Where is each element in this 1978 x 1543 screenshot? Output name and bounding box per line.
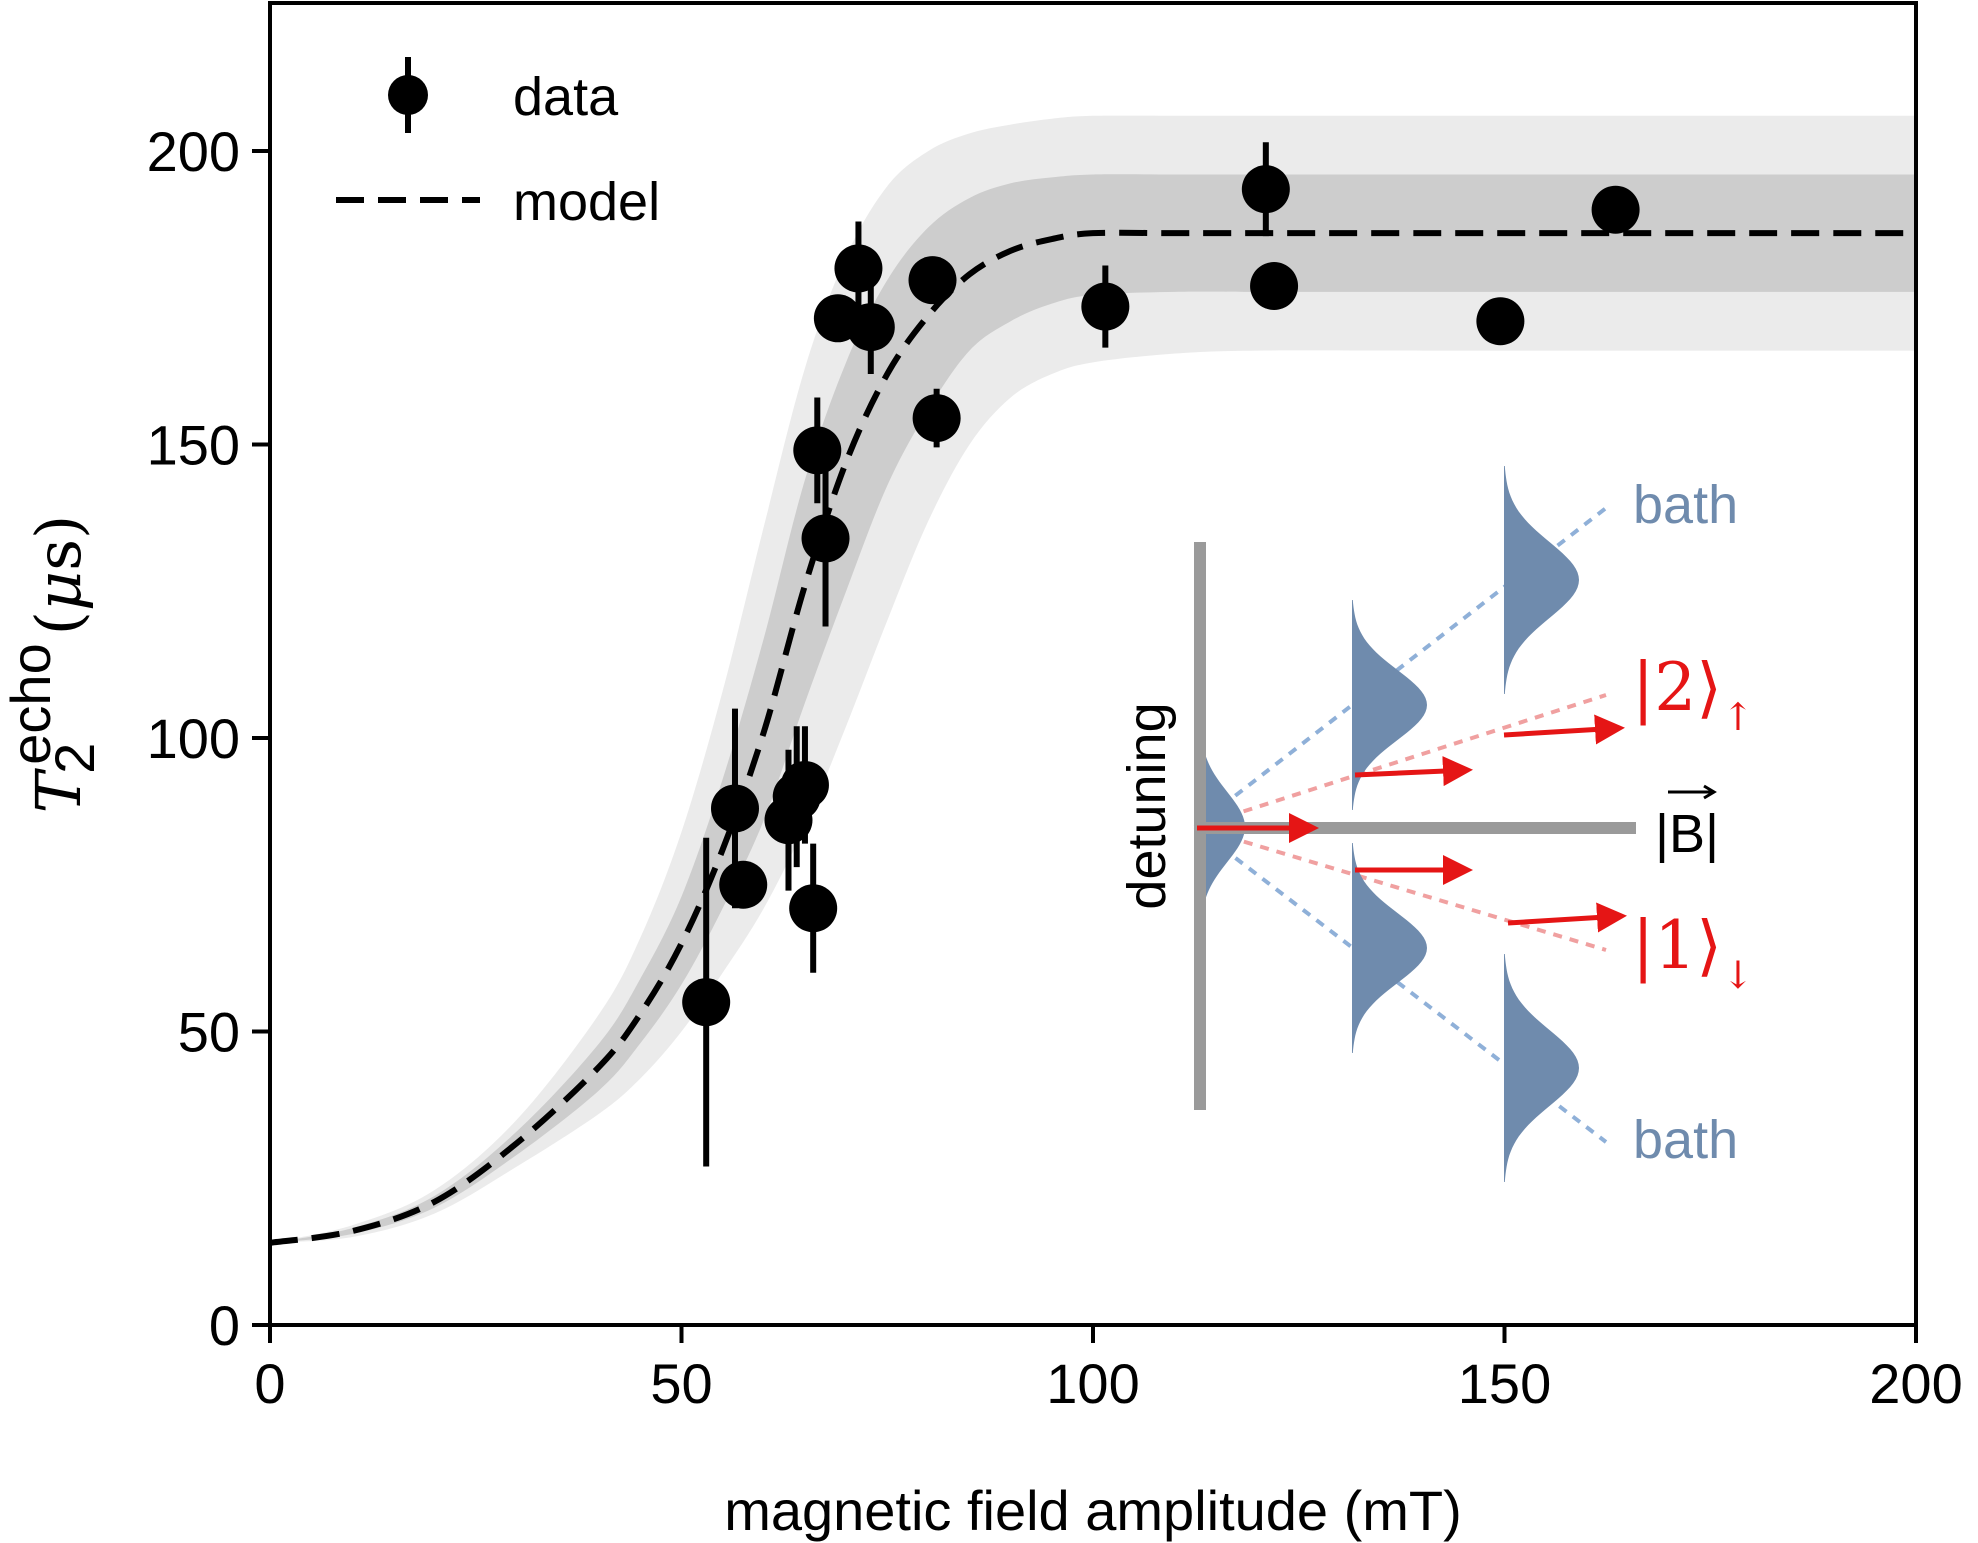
field-vector-arrowhead <box>1703 784 1717 800</box>
band-inner <box>270 174 1916 1243</box>
x-axis-title: magnetic field amplitude (mT) <box>724 1479 1462 1542</box>
y-axis-symbol: T <box>22 767 95 813</box>
data-point <box>682 978 731 1027</box>
bath-label-upper: bath <box>1633 475 1738 535</box>
data-point <box>834 244 883 293</box>
data-point <box>1591 185 1640 234</box>
legend-model-label: model <box>513 172 660 232</box>
state-line-up <box>1194 693 1607 829</box>
y-axis-subscript: 2 <box>43 743 106 774</box>
y-tick-label: 100 <box>147 707 240 770</box>
y-tick-label: 0 <box>209 1294 240 1357</box>
y-tick-label: 150 <box>147 414 240 477</box>
data-point <box>789 884 838 933</box>
model-curve <box>270 229 1916 1246</box>
state-label-down-bracket: ⟩ <box>1696 907 1722 984</box>
model-line-group <box>270 229 1916 1246</box>
bath-label-lower: bath <box>1633 1110 1738 1170</box>
state-label-down: |1⟩↓ <box>1632 907 1754 997</box>
state-label-up-bracket: ⟩ <box>1696 649 1722 726</box>
state-label-up-bar: | <box>1632 649 1654 726</box>
legend: data model <box>336 57 660 232</box>
detuning-label: detuning <box>1117 702 1177 909</box>
y-tick-label: 50 <box>178 1001 240 1064</box>
state-label-down-spin: ↓ <box>1722 953 1754 997</box>
gaussian-right-lower <box>1504 954 1579 1182</box>
transition-arrow <box>1354 756 1473 787</box>
gaussian-mid-upper <box>1352 600 1427 810</box>
x-tick-label: 0 <box>254 1352 285 1415</box>
data-point <box>1250 262 1299 311</box>
y-tick-label: 200 <box>147 120 240 183</box>
y-axis-unit-close: ) <box>22 515 95 539</box>
state-label-down-bar: | <box>1632 907 1654 984</box>
model-confidence-bands <box>270 115 1916 1243</box>
transition-arrow <box>1507 902 1627 933</box>
state-label-up-number: 2 <box>1654 649 1696 726</box>
field-label: |B| <box>1655 804 1719 864</box>
data-point <box>912 394 961 443</box>
data-point <box>1081 282 1130 331</box>
y-axis-superscript: echo <box>0 643 62 764</box>
data-point <box>780 760 829 809</box>
state-label-up: |2⟩↑ <box>1632 649 1754 739</box>
data-point <box>846 303 895 352</box>
data-points-group <box>682 142 1640 1167</box>
data-point <box>908 256 957 305</box>
y-axis-unit-s: s <box>22 539 95 571</box>
transition-arrow <box>1503 714 1625 745</box>
state-label-up-spin: ↑ <box>1722 695 1754 739</box>
legend-data-label: data <box>513 67 619 127</box>
data-point <box>1476 297 1525 346</box>
legend-data-marker <box>388 75 428 115</box>
svg-text:T2echo(μs): T2echo (μs) <box>0 515 106 813</box>
y-axis-ticks: 0 50 100 150 200 <box>147 120 270 1357</box>
data-point <box>710 784 759 833</box>
data-point <box>801 514 850 563</box>
data-point <box>793 426 842 475</box>
data-point <box>1241 165 1290 214</box>
x-axis-ticks: 0 50 100 150 200 <box>254 1325 1963 1415</box>
x-tick-label: 100 <box>1046 1352 1139 1415</box>
y-axis-unit-mu: μ <box>22 571 95 611</box>
x-tick-label: 50 <box>650 1352 712 1415</box>
gaussian-mid-lower <box>1352 843 1427 1053</box>
y-axis-title: T2echo (μs) <box>0 515 106 813</box>
x-tick-label: 150 <box>1458 1352 1551 1415</box>
gaussian-right-upper <box>1504 466 1579 694</box>
x-tick-label: 200 <box>1869 1352 1962 1415</box>
data-point <box>719 860 768 909</box>
y-axis-unit-open: ( <box>22 611 95 635</box>
state-line-down <box>1194 825 1607 952</box>
state-label-down-number: 1 <box>1654 907 1696 984</box>
